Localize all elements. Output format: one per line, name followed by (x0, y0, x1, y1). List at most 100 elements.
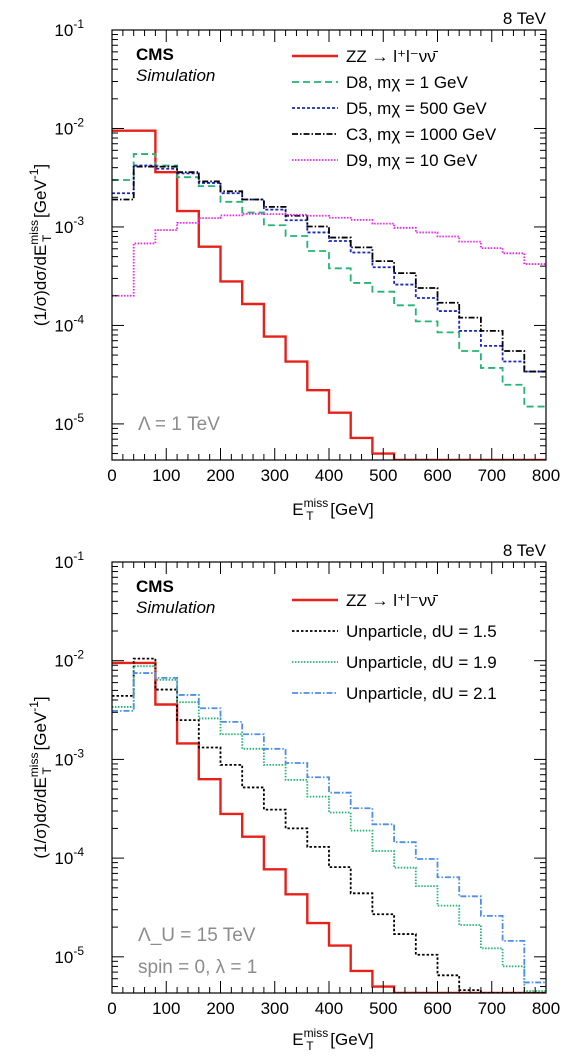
y-label-sup: miss (27, 753, 41, 778)
x-tick-label: 100 (152, 999, 180, 1018)
chart-panel-1: 0 100 200 300 400 500 600 700 80010-110-210-310-… (27, 9, 560, 523)
legend-entry: D9, mχ = 10 GeV (346, 151, 478, 170)
y-tick-base: 10 (54, 415, 73, 434)
y-tick-exponent: -1 (73, 17, 84, 31)
series-line (112, 672, 546, 984)
series-line (112, 665, 546, 992)
y-tick-label: 10-1 (54, 17, 84, 40)
series-line (112, 153, 546, 408)
y-tick-base: 10 (54, 553, 73, 572)
x-tick-label: 700 (478, 999, 506, 1018)
experiment-label: CMS (136, 45, 174, 64)
x-tick-label: 100 (152, 466, 180, 485)
y-tick-label: 10-2 (54, 115, 84, 138)
legend-entry: Unparticle, dU = 2.1 (346, 684, 497, 703)
legend-entry: Unparticle, dU = 1.9 (346, 653, 497, 672)
y-tick-base: 10 (54, 119, 73, 138)
y-label-main: (1/σ)dσ/dE (31, 777, 50, 858)
annotation-secondary: spin = 0, λ = 1 (138, 957, 257, 978)
chart-panel-2: 0 100 200 300 400 500 600 700 80010-110-210-310-… (27, 541, 560, 1053)
x-tick-label: 200 (206, 999, 234, 1018)
x-tick-label: 700 (478, 466, 506, 485)
y-label-unit: [GeV (31, 711, 50, 755)
x-tick-label: 600 (423, 466, 451, 485)
x-label-sup: miss (304, 1026, 329, 1040)
y-label-sup: miss (27, 220, 41, 245)
y-tick-exponent: -5 (73, 411, 84, 425)
energy-label: 8 TeV (503, 9, 547, 28)
y-label-main: (1/σ)dσ/dE (31, 245, 50, 326)
y-tick-exponent: -3 (73, 746, 84, 760)
y-tick-label: 10-5 (54, 411, 84, 434)
annotation: Λ = 1 TeV (138, 414, 220, 435)
y-tick-base: 10 (54, 948, 73, 967)
x-tick-label: 500 (369, 999, 397, 1018)
y-tick-base: 10 (54, 750, 73, 769)
legend-entry: Unparticle, dU = 1.5 (346, 622, 497, 641)
series-line (112, 657, 546, 993)
x-axis: 0 100 200 300 400 500 600 700 800 (107, 562, 560, 1018)
legend-entry: ZZ → l⁺l⁻νν̄ (346, 47, 439, 66)
series-line (112, 129, 546, 460)
y-label-unit-sup: -1 (27, 168, 41, 179)
y-axis-label: (1/σ)dσ/dEmissT [GeV-1] (27, 696, 54, 858)
y-label-sub: T (40, 234, 54, 242)
series-group (112, 129, 546, 460)
x-axis: 0 100 200 300 400 500 600 700 800 (107, 30, 560, 485)
y-axis: 10-110-210-310-410-5 (54, 549, 546, 988)
y-label-sub: T (40, 767, 54, 775)
y-tick-label: 10-3 (54, 746, 84, 769)
legend-entry: D5, mχ = 500 GeV (346, 99, 487, 118)
y-tick-exponent: -2 (73, 115, 84, 129)
y-tick-base: 10 (54, 21, 73, 40)
legend-entry: D8, mχ = 1 GeV (346, 73, 468, 92)
y-tick-exponent: -1 (73, 549, 84, 563)
y-tick-label: 10-4 (54, 845, 84, 868)
y-tick-exponent: -2 (73, 648, 84, 662)
x-tick-label: 400 (315, 999, 343, 1018)
series-group (112, 657, 546, 993)
energy-label: 8 TeV (503, 541, 547, 560)
y-label-unit-sup: -1 (27, 701, 41, 712)
y-tick-exponent: -4 (73, 845, 84, 859)
x-tick-label: 600 (423, 999, 451, 1018)
x-label-main: E (292, 500, 303, 519)
x-tick-label: 400 (315, 466, 343, 485)
x-label-main: E (292, 1030, 303, 1049)
x-tick-label: 0 (107, 466, 116, 485)
x-tick-label: 200 (206, 466, 234, 485)
y-tick-label: 10-2 (54, 648, 84, 671)
y-tick-base: 10 (54, 849, 73, 868)
x-label-sub: T (306, 1039, 314, 1053)
y-axis: 10-110-210-310-410-5 (54, 17, 546, 455)
x-axis-label: Emiss T [GeV] (292, 1026, 374, 1053)
x-tick-label: 800 (532, 466, 560, 485)
status-label: Simulation (136, 66, 215, 85)
x-label-unit: [GeV] (326, 500, 374, 519)
legend: ZZ → l⁺l⁻νν̄ D8, mχ = 1 GeV D5, mχ = 500 G… (292, 47, 497, 170)
x-axis-label: Emiss T [GeV] (292, 496, 374, 523)
y-label-unit: [GeV (31, 179, 50, 223)
annotation: Λ_U = 15 TeV (138, 925, 256, 946)
legend-entry: ZZ → l⁺l⁻νν̄ (346, 591, 439, 610)
series-line (112, 661, 546, 993)
y-label-close: ] (31, 696, 50, 701)
x-label-unit: [GeV] (326, 1030, 374, 1049)
y-tick-base: 10 (54, 218, 73, 237)
y-tick-base: 10 (54, 652, 73, 671)
y-tick-exponent: -4 (73, 312, 84, 326)
y-axis-label: (1/σ)dσ/dEmissT [GeV-1] (27, 164, 54, 326)
x-tick-label: 0 (107, 999, 116, 1018)
y-tick-base: 10 (54, 316, 73, 335)
experiment-label: CMS (136, 577, 174, 596)
y-tick-label: 10-5 (54, 944, 84, 967)
x-tick-label: 800 (532, 999, 560, 1018)
y-label-close: ] (31, 164, 50, 169)
y-tick-exponent: -3 (73, 214, 84, 228)
y-tick-label: 10-1 (54, 549, 84, 572)
x-label-sup: miss (304, 496, 329, 510)
status-label: Simulation (136, 598, 215, 617)
x-label-sub: T (306, 509, 314, 523)
y-tick-label: 10-3 (54, 214, 84, 237)
